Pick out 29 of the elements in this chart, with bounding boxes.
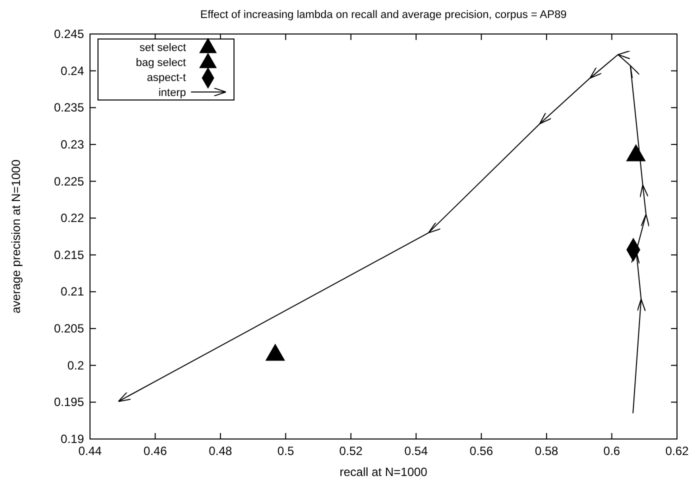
legend-label: aspect-t — [146, 72, 186, 84]
legend-label: interp — [158, 87, 186, 99]
y-tick-label: 0.245 — [54, 27, 84, 41]
x-tick-label: 0.52 — [339, 444, 363, 458]
y-tick-label: 0.23 — [60, 137, 84, 152]
legend-label: set select — [140, 42, 186, 54]
y-tick-label: 0.22 — [60, 211, 84, 226]
x-tick-label: 0.56 — [470, 444, 494, 458]
x-tick-label: 0.54 — [404, 444, 428, 458]
x-tick-label: 0.44 — [78, 444, 102, 458]
legend-label: bag select — [136, 57, 186, 69]
y-tick-label: 0.195 — [54, 395, 84, 410]
y-tick-label: 0.24 — [60, 64, 84, 78]
chart-title: Effect of increasing lambda on recall and average precision, corpus = AP89 — [200, 9, 567, 21]
y-axis-title: average precision at N=1000 — [9, 159, 23, 314]
x-tick-label: 0.62 — [665, 444, 689, 458]
x-tick-label: 0.46 — [144, 444, 168, 458]
y-tick-label: 0.19 — [60, 432, 84, 446]
y-tick-label: 0.235 — [54, 100, 84, 115]
y-tick-label: 0.215 — [54, 248, 84, 262]
x-tick-label: 0.48 — [208, 444, 232, 458]
x-axis-title: recall at N=1000 — [340, 465, 428, 479]
x-tick-label: 0.6 — [603, 444, 620, 458]
x-tick-label: 0.58 — [534, 444, 559, 458]
y-tick-label: 0.205 — [54, 322, 84, 336]
y-tick-label: 0.2 — [67, 358, 84, 372]
y-tick-label: 0.225 — [54, 174, 84, 188]
y-tick-label: 0.21 — [60, 284, 84, 299]
x-tick-label: 0.5 — [277, 444, 294, 458]
